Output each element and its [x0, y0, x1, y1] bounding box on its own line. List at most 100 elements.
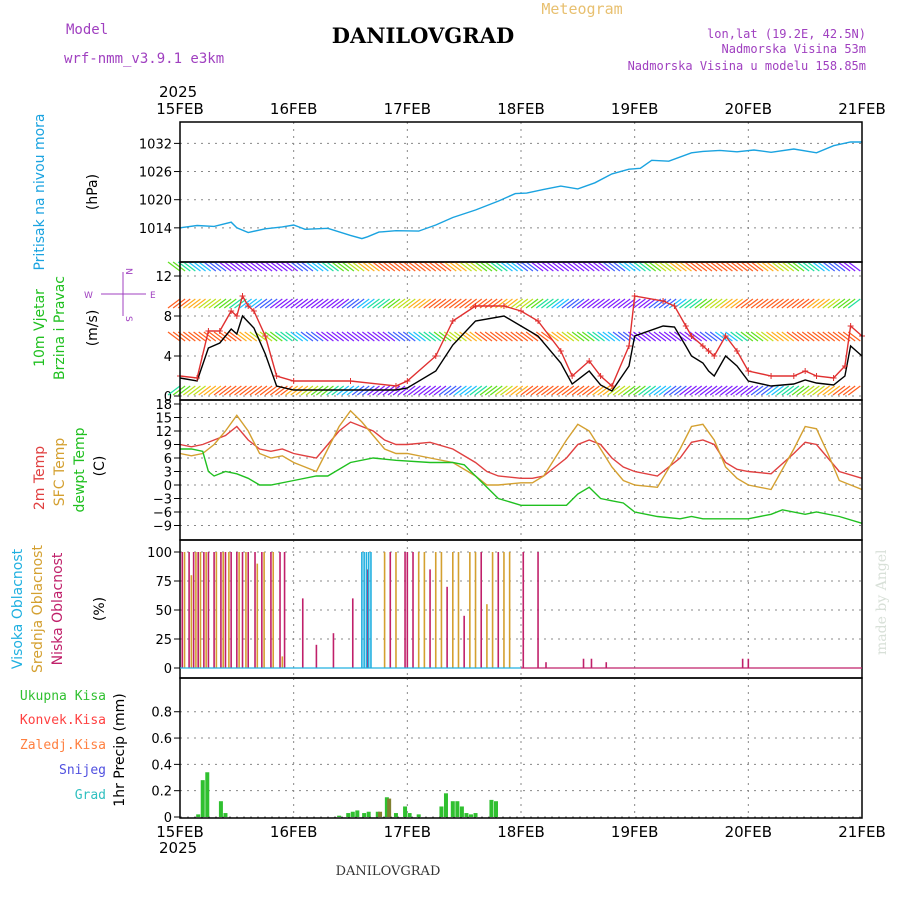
wind-barb: [203, 298, 217, 309]
wind-barb: [735, 331, 749, 342]
wind-barb: [484, 331, 498, 342]
wind-barb: [315, 298, 329, 309]
wind-barb: [714, 331, 728, 342]
wind-barb: [229, 298, 242, 309]
gust-marker: [273, 373, 280, 379]
wind-barb: [469, 331, 483, 342]
wind-title-1: 10m Vjetar: [32, 289, 48, 367]
wind-barb: [433, 298, 447, 309]
legend-konvek: Konvek.Kisa: [20, 713, 106, 728]
wind-barb: [182, 261, 196, 272]
wind-barb: [581, 331, 595, 342]
wind-barb: [643, 385, 657, 396]
wind-barb: [520, 261, 534, 272]
wind-barb: [438, 261, 452, 272]
wind-barb: [290, 298, 304, 309]
wind-barb: [643, 331, 657, 342]
gust-marker: [813, 373, 820, 379]
wind-barb: [546, 331, 559, 342]
wind-barb: [377, 298, 391, 309]
wind-barb: [837, 261, 851, 272]
wind-barb: [786, 261, 800, 272]
wind-barb: [229, 331, 242, 342]
wind-barb: [817, 385, 830, 396]
wind-barb: [193, 298, 206, 309]
wind-barb: [500, 261, 513, 272]
wind-barb: [699, 331, 713, 342]
precip-bar: [489, 799, 494, 817]
precip-bar: [196, 814, 201, 817]
wind-barb: [771, 298, 784, 309]
wind-barb: [658, 298, 672, 309]
precip-bar: [375, 811, 380, 817]
wind-barb: [842, 385, 856, 396]
wind-barb: [269, 331, 283, 342]
wind-barb: [208, 261, 222, 272]
wind-barb: [725, 385, 738, 396]
wind-barb: [663, 385, 677, 396]
wind-barb: [556, 261, 570, 272]
wind-barb: [581, 385, 595, 396]
wind-barb: [341, 331, 355, 342]
wind-barb: [423, 385, 437, 396]
wind-barb: [704, 385, 718, 396]
wind-barb: [602, 385, 616, 396]
wind-barb: [321, 298, 334, 309]
wind-barb: [658, 331, 672, 342]
wind-barb: [387, 298, 401, 309]
gust-marker: [449, 318, 456, 324]
wind-barb: [428, 261, 442, 272]
wind-barb: [305, 298, 319, 309]
wind-barb: [622, 298, 636, 309]
wind-barb: [229, 385, 242, 396]
wind-barb: [791, 298, 805, 309]
precip-bar: [205, 772, 210, 817]
side-labels: Pritisak na nivou mora (hPa) 10m Vjetar …: [10, 113, 156, 806]
wind-barb: [188, 331, 201, 342]
wind-barb: [725, 261, 738, 272]
wind-barb: [791, 331, 805, 342]
wind-barb: [418, 331, 431, 342]
compass-e: E: [150, 291, 156, 301]
series-line-wind-speed: [179, 314, 863, 392]
y-tick-label: 18: [155, 398, 172, 413]
wind-barb: [699, 385, 713, 396]
wind-barb: [847, 261, 861, 272]
wind-barb: [735, 298, 749, 309]
temp-unit: (C): [92, 456, 108, 477]
x-ticks-top: 15FEB 16FEB 17FEB 18FEB 19FEB 20FEB 21FEB: [156, 100, 885, 118]
wind-barb: [576, 385, 590, 396]
wind-barb: [592, 331, 605, 342]
wind-barb: [408, 385, 421, 396]
wind-barb: [581, 298, 595, 309]
wind-barb: [796, 298, 810, 309]
x-tick-label-top: 18FEB: [497, 100, 544, 118]
wind-barb: [239, 298, 252, 309]
wind-barb: [249, 261, 263, 272]
wind-barb: [617, 298, 631, 309]
wind-barb: [714, 298, 728, 309]
wind-barb: [408, 261, 421, 272]
wind-barb: [755, 331, 769, 342]
y-tick-label: 15: [155, 412, 172, 427]
wind-barb: [269, 298, 283, 309]
wind-barb: [622, 261, 636, 272]
wind-barb: [418, 261, 431, 272]
gust-marker: [660, 298, 667, 304]
series-line-sfc-temp: [179, 409, 863, 491]
wind-barb: [269, 261, 283, 272]
wind-barb: [827, 298, 841, 309]
x-tick-label-top: 21FEB: [838, 100, 885, 118]
wind-barb: [760, 331, 774, 342]
wind-barb: [305, 261, 319, 272]
wind-barb: [280, 298, 293, 309]
legend-grad: Grad: [75, 788, 106, 803]
wind-barb: [326, 331, 339, 342]
cloud-title-1: Visoka Oblacnost: [10, 548, 26, 669]
wind-barb: [689, 261, 703, 272]
wind-barb: [730, 331, 744, 342]
wind-barb: [837, 298, 851, 309]
gust-marker: [705, 348, 712, 354]
wind-barb: [817, 331, 830, 342]
wind-barb: [556, 298, 570, 309]
